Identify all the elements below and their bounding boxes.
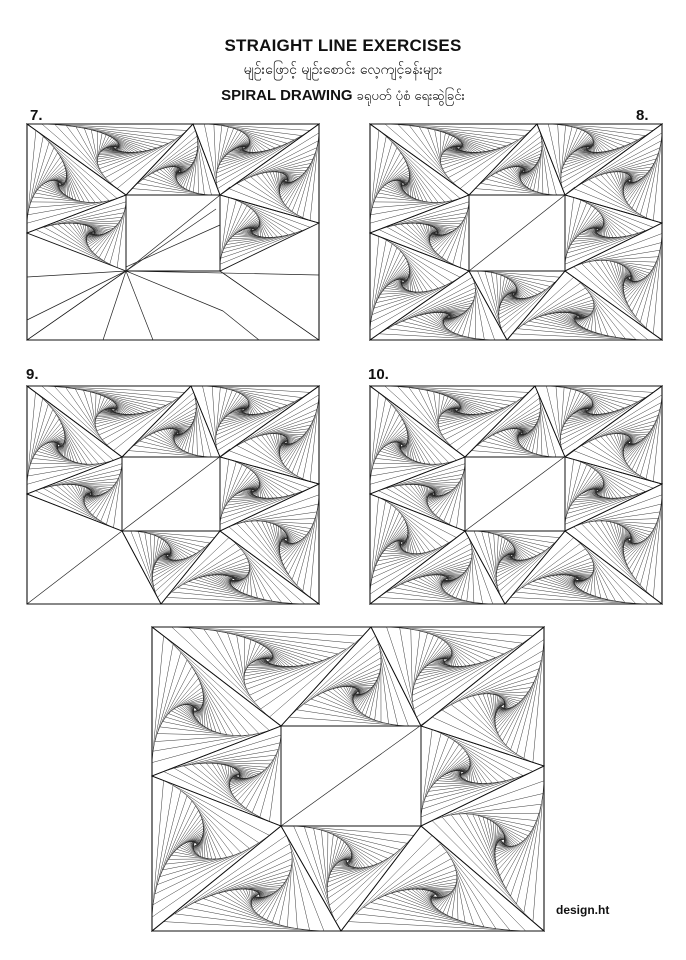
page-subtitle: မျဉ်းဖြောင့် မျဉ်းစောင်း လေ့ကျင့်ခန်းမျာ… [243, 62, 443, 78]
exercise-drawing-10 [369, 385, 663, 605]
exercise-number-9: 9. [26, 366, 39, 383]
section-heading: SPIRAL DRAWING ခရုပတ် ပုံစံ ရေးဆွဲခြင်း [0, 87, 686, 107]
exercise-drawing-7 [26, 123, 320, 341]
exercise-number-10: 10. [368, 366, 389, 383]
exercise-drawing-9 [26, 385, 320, 605]
exercise-drawing-8 [369, 123, 663, 341]
exercise-number-7: 7. [30, 107, 43, 124]
sample-drawing-large [151, 626, 545, 932]
page-title: STRAIGHT LINE EXERCISES [224, 36, 462, 55]
section-heading-english: SPIRAL DRAWING [221, 87, 353, 104]
section-heading-myanmar: ခရုပတ် ပုံစံ ရေးဆွဲခြင်း [356, 89, 465, 104]
credit-text: design.ht [556, 903, 610, 917]
exercise-number-8: 8. [636, 107, 649, 124]
